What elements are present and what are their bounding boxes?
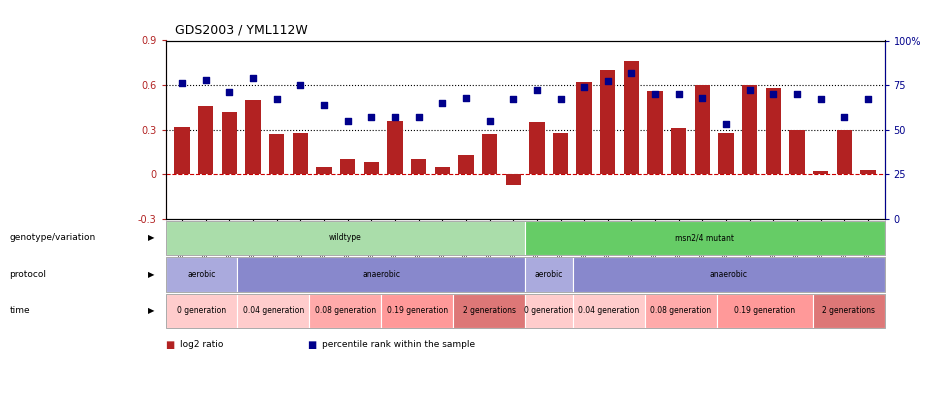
Bar	[765, 88, 781, 174]
Text: time: time	[9, 306, 30, 315]
Bar	[174, 127, 190, 174]
Text: 0 generation: 0 generation	[177, 306, 226, 315]
Bar	[529, 122, 545, 174]
Point	[529, 87, 544, 94]
Text: protocol: protocol	[9, 270, 46, 279]
Point	[482, 117, 498, 124]
Text: aerobic: aerobic	[187, 270, 216, 279]
Point	[552, 96, 568, 102]
Text: 0.08 generation: 0.08 generation	[650, 306, 711, 315]
Bar	[860, 170, 876, 174]
Bar	[694, 85, 710, 174]
Text: 0.04 generation: 0.04 generation	[243, 306, 304, 315]
Point	[292, 82, 307, 88]
Text: 0.19 generation: 0.19 generation	[387, 306, 447, 315]
Text: 0 generation: 0 generation	[524, 306, 573, 315]
Point	[316, 101, 331, 108]
Bar	[813, 171, 829, 174]
Text: genotype/variation: genotype/variation	[9, 233, 96, 243]
Point	[765, 91, 780, 97]
Text: GDS2003 / YML112W: GDS2003 / YML112W	[175, 23, 307, 36]
Bar	[718, 132, 734, 174]
Bar	[363, 162, 379, 174]
Text: ■: ■	[307, 340, 317, 350]
Point	[505, 96, 520, 102]
Text: percentile rank within the sample: percentile rank within the sample	[322, 340, 475, 349]
Text: ▶: ▶	[148, 233, 154, 243]
Point	[269, 96, 284, 102]
Bar	[245, 100, 261, 174]
Text: ▶: ▶	[148, 270, 154, 279]
Text: ▶: ▶	[148, 306, 154, 315]
Point	[647, 91, 662, 97]
Bar	[221, 112, 237, 174]
Point	[623, 69, 639, 76]
Point	[340, 117, 355, 124]
Bar	[434, 167, 450, 174]
Point	[174, 80, 189, 87]
Text: msn2/4 mutant: msn2/4 mutant	[675, 233, 734, 243]
Bar	[671, 128, 687, 174]
Point	[245, 75, 260, 81]
Bar	[198, 106, 214, 174]
Bar	[292, 132, 308, 174]
Text: 0.04 generation: 0.04 generation	[578, 306, 639, 315]
Bar	[411, 159, 427, 174]
Bar	[505, 174, 521, 185]
Bar	[623, 61, 639, 174]
Bar	[576, 82, 592, 174]
Bar	[600, 70, 616, 174]
Bar	[316, 167, 332, 174]
Text: 0.08 generation: 0.08 generation	[315, 306, 376, 315]
Point	[671, 91, 686, 97]
Point	[600, 78, 615, 85]
Bar	[789, 130, 805, 174]
Point	[742, 87, 757, 94]
Bar	[742, 85, 758, 174]
Text: 2 generations: 2 generations	[822, 306, 875, 315]
Point	[860, 96, 875, 102]
Point	[363, 114, 378, 120]
Bar	[340, 159, 356, 174]
Text: anaerobic: anaerobic	[710, 270, 747, 279]
Bar	[387, 121, 403, 174]
Point	[836, 114, 851, 120]
Point	[458, 94, 473, 101]
Point	[718, 121, 733, 128]
Text: log2 ratio: log2 ratio	[180, 340, 223, 349]
Point	[694, 94, 710, 101]
Text: 0.19 generation: 0.19 generation	[734, 306, 796, 315]
Point	[434, 100, 449, 106]
Text: aerobic: aerobic	[534, 270, 563, 279]
Text: anaerobic: anaerobic	[362, 270, 400, 279]
Bar	[836, 130, 852, 174]
Point	[221, 89, 236, 96]
Text: ■: ■	[166, 340, 175, 350]
Point	[576, 83, 591, 90]
Text: 2 generations: 2 generations	[463, 306, 516, 315]
Point	[789, 91, 804, 97]
Text: wildtype: wildtype	[329, 233, 361, 243]
Bar	[482, 134, 498, 174]
Point	[388, 114, 403, 120]
Bar	[269, 134, 285, 174]
Point	[813, 96, 828, 102]
Point	[411, 114, 426, 120]
Bar	[647, 91, 663, 174]
Point	[199, 77, 214, 83]
Bar	[552, 132, 569, 174]
Bar	[458, 155, 474, 174]
